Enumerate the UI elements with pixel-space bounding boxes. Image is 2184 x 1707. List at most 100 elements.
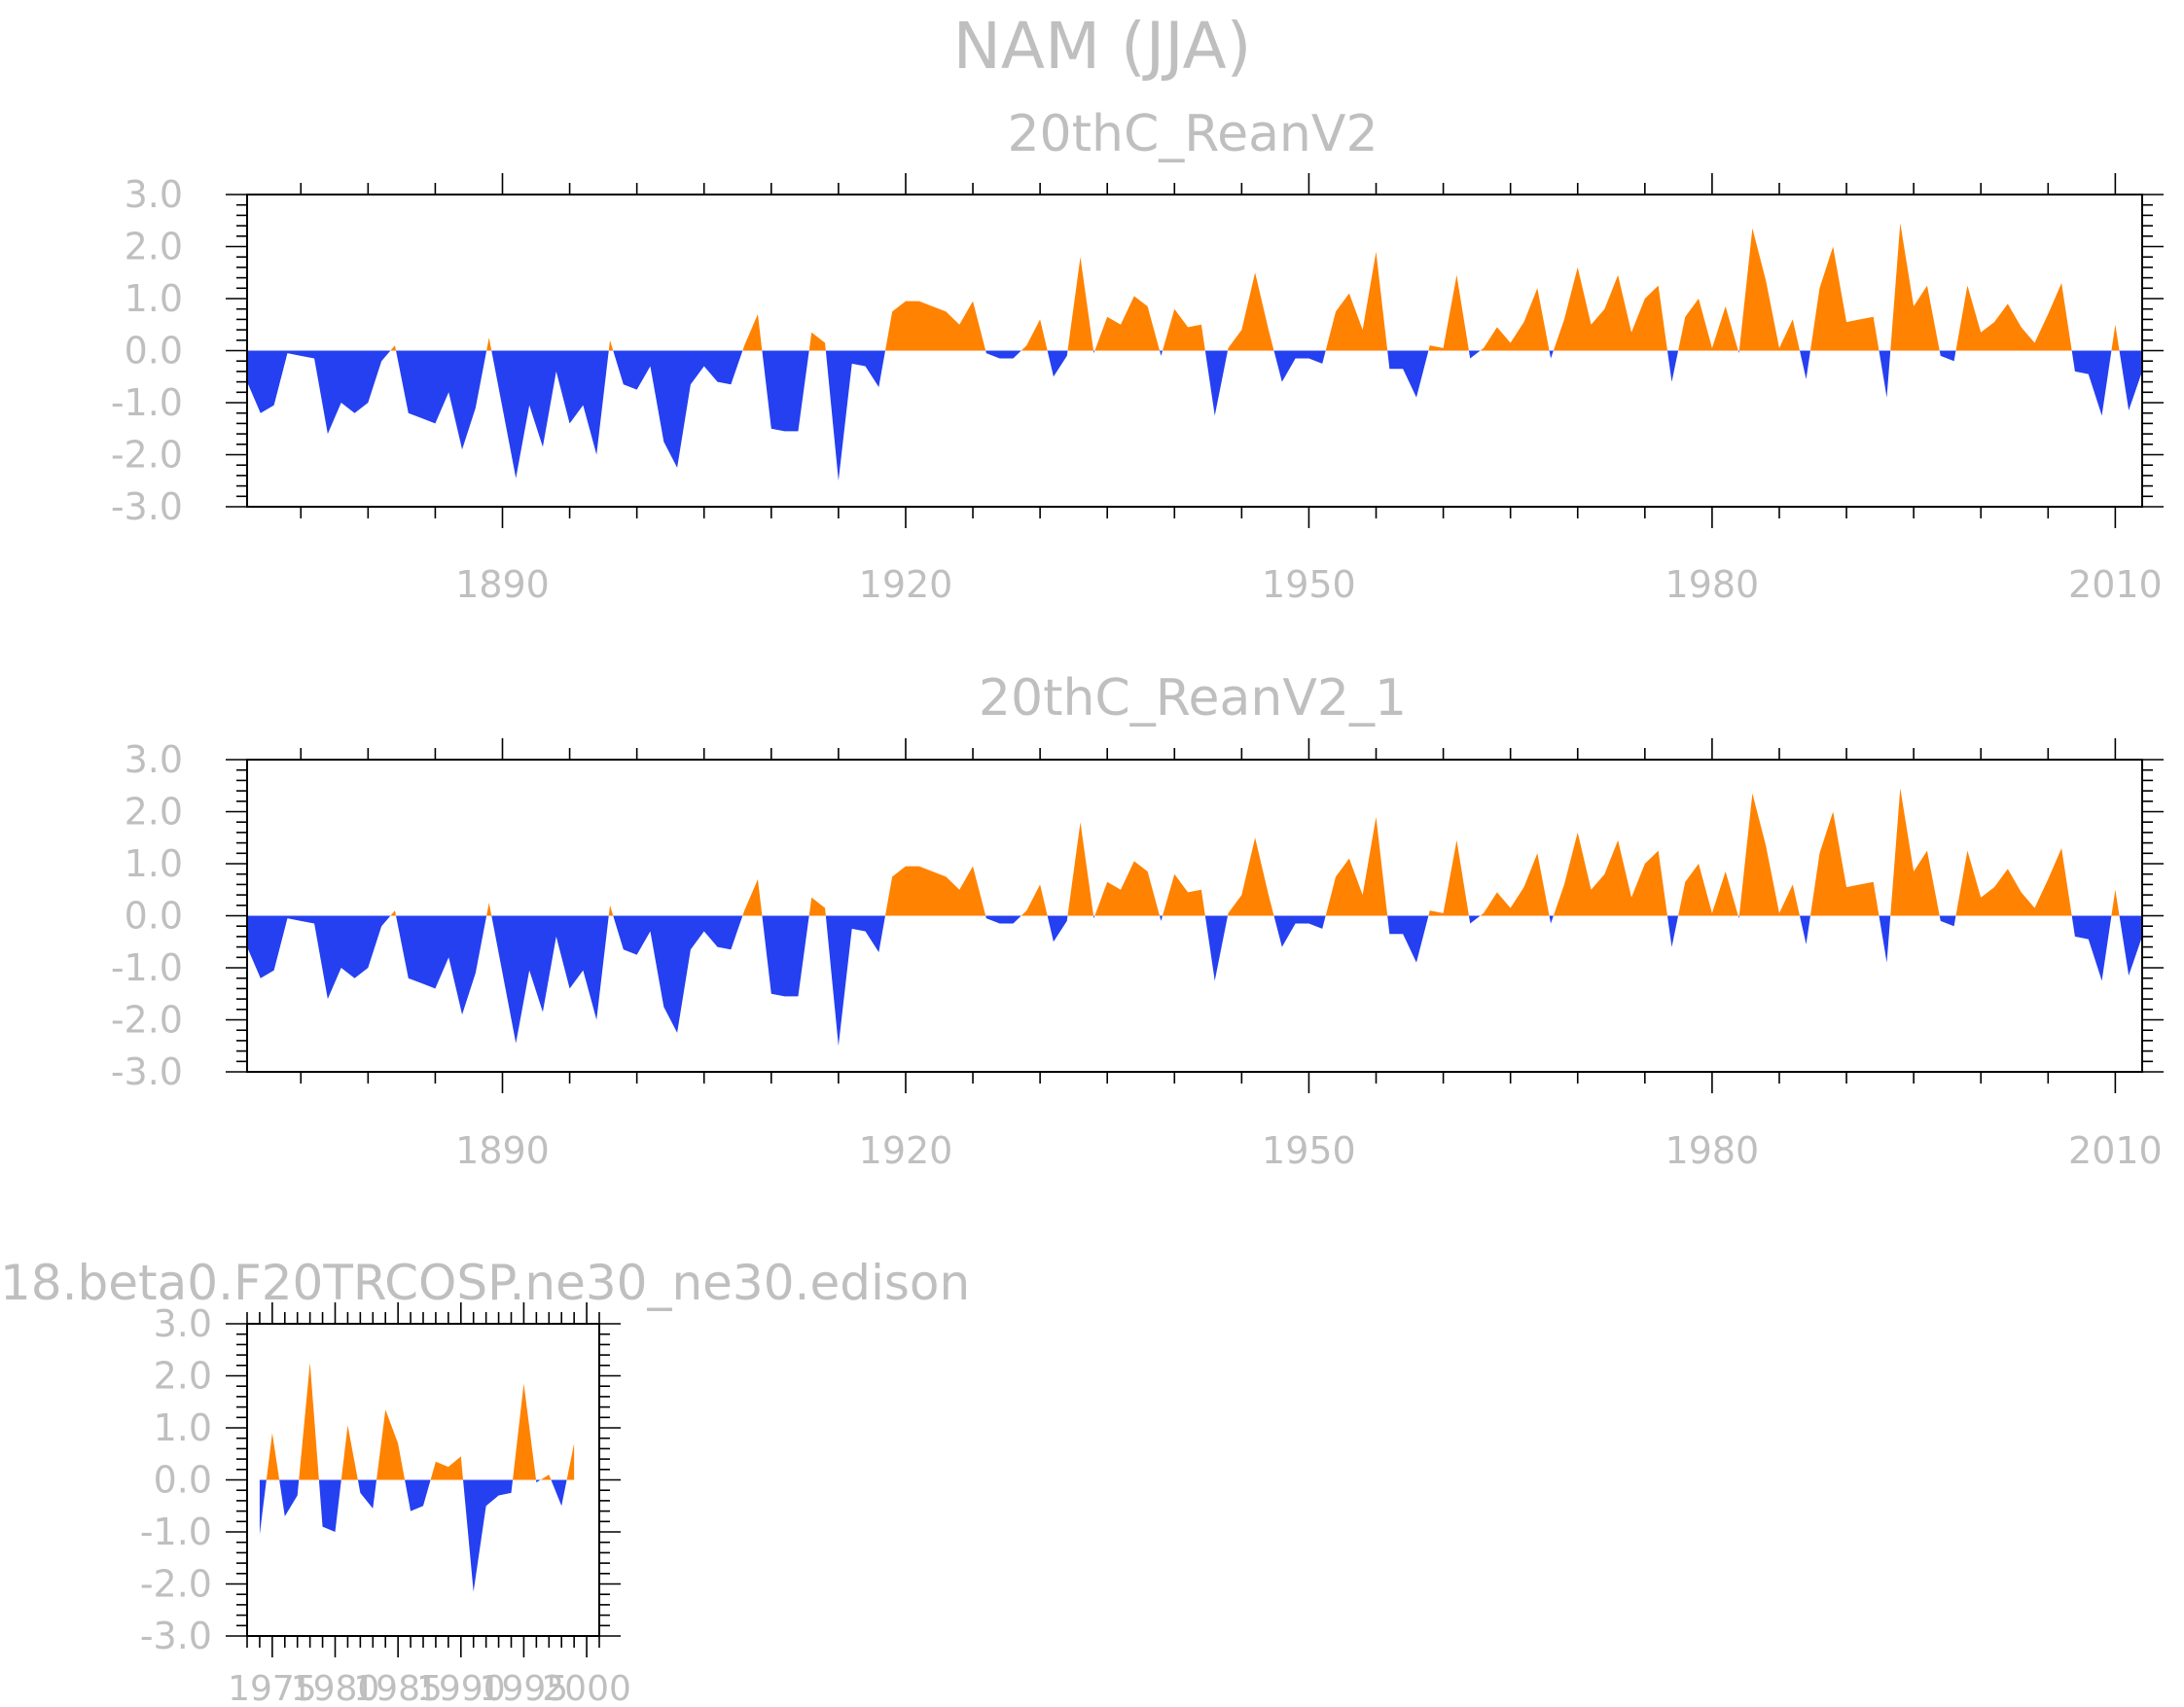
negative-area-segment: [551, 1479, 567, 1507]
negative-area-segment: [259, 1479, 267, 1535]
xtick-label: 1975: [228, 1669, 317, 1707]
positive-area-segment: [1228, 837, 1274, 916]
ytick-label: 1.0: [125, 842, 183, 885]
positive-area-segment: [2111, 889, 2120, 916]
negative-area-segment: [1047, 350, 1068, 377]
panel-3-xtick-labels: 1975 1980 1985 1990 1995 2000: [228, 1669, 631, 1707]
ytick-label: -3.0: [111, 485, 183, 528]
xtick-label: 1980: [291, 1669, 380, 1707]
negative-area-segment: [396, 915, 487, 1015]
panel-3-ticks: [226, 1302, 621, 1657]
xtick-label: 1950: [1262, 1129, 1356, 1172]
positive-area-segment: [513, 1383, 537, 1480]
panel-3: 18.beta0.F20TRCOSP.ne30_ne30.edison 1975…: [0, 1255, 970, 1707]
positive-area-segment: [1480, 288, 1550, 351]
negative-area-segment: [1273, 350, 1326, 382]
positive-area-segment: [486, 338, 492, 351]
panel-1-xtick-labels: 1890 1920 1950 1980 2010: [455, 563, 2163, 606]
panel-1: 20thC_ReanV2 1890 1920 1950 1980 2010 -3…: [111, 105, 2164, 606]
ytick-label: 2.0: [125, 791, 183, 834]
positive-area-segment: [1020, 884, 1048, 916]
ytick-label: 0.0: [154, 1459, 212, 1502]
positive-area-segment: [1094, 861, 1161, 916]
positive-area-segment: [1228, 272, 1274, 351]
negative-area-segment: [491, 915, 609, 1044]
panel-3-area: [259, 1363, 575, 1592]
panel-1-ticks: [226, 173, 2164, 528]
ytick-label: 2.0: [125, 226, 183, 268]
xtick-label: 1890: [455, 1129, 550, 1172]
negative-area-segment: [1737, 915, 1739, 919]
positive-area-segment: [1809, 811, 1880, 916]
ytick-label: 3.0: [125, 173, 183, 216]
negative-area-segment: [1666, 350, 1679, 382]
ytick-label: 2.0: [154, 1355, 212, 1398]
ytick-label: -2.0: [140, 1563, 212, 1606]
positive-area-segment: [1480, 853, 1550, 916]
negative-area-segment: [2071, 915, 2112, 981]
negative-area-segment: [318, 1479, 341, 1532]
negative-area-segment: [1387, 915, 1429, 963]
negative-area-segment: [1800, 915, 1810, 944]
positive-area-segment: [1094, 296, 1161, 351]
positive-area-segment: [885, 866, 986, 916]
positive-area-segment: [390, 345, 397, 351]
xtick-label: 1990: [416, 1669, 506, 1707]
xtick-label: 1995: [480, 1669, 569, 1707]
positive-area-segment: [390, 910, 397, 916]
negative-area-segment: [762, 915, 809, 997]
panel-3-ytick-labels: -3.0 -2.0 -1.0 0.0 1.0 2.0 3.0: [140, 1302, 212, 1657]
ytick-label: 0.0: [125, 330, 183, 373]
negative-area-segment: [1204, 915, 1229, 981]
negative-area-segment: [2071, 350, 2112, 416]
positive-area-segment: [1325, 816, 1388, 916]
panel-2-ytick-labels: -3.0 -2.0 -1.0 0.0 1.0 2.0 3.0: [111, 738, 183, 1093]
ytick-label: 3.0: [125, 738, 183, 781]
ytick-label: 1.0: [125, 277, 183, 320]
positive-area-segment: [1955, 282, 2072, 351]
negative-area-segment: [1549, 915, 1554, 924]
positive-area-segment: [1809, 246, 1880, 351]
xtick-label: 1890: [455, 563, 550, 606]
negative-area-segment: [1273, 915, 1326, 947]
xtick-label: 2000: [542, 1669, 631, 1707]
positive-area-segment: [1890, 788, 1940, 916]
positive-area-segment: [1067, 257, 1094, 351]
negative-area-segment: [463, 1479, 514, 1592]
positive-area-segment: [1738, 793, 1800, 916]
positive-area-segment: [1428, 274, 1469, 351]
xtick-label: 2010: [2068, 563, 2163, 606]
positive-area-segment: [1067, 822, 1094, 916]
ytick-label: -1.0: [111, 946, 183, 989]
positive-area-segment: [266, 1433, 280, 1480]
negative-area-segment: [1160, 915, 1163, 921]
negative-area-segment: [1468, 350, 1481, 359]
negative-area-segment: [985, 350, 1021, 359]
negative-area-segment: [613, 350, 743, 468]
positive-area-segment: [340, 1425, 358, 1480]
negative-area-segment: [279, 1479, 300, 1516]
xtick-label: 1980: [1665, 1129, 1760, 1172]
xtick-label: 1920: [859, 1129, 953, 1172]
negative-area-segment: [1737, 350, 1739, 354]
positive-area-segment: [742, 314, 763, 351]
ytick-label: -2.0: [111, 434, 183, 477]
negative-area-segment: [2119, 350, 2142, 411]
positive-area-segment: [1678, 299, 1738, 351]
positive-area-segment: [1020, 319, 1048, 351]
xtick-label: 1950: [1262, 563, 1356, 606]
xtick-label: 1920: [859, 563, 953, 606]
negative-area-segment: [1204, 350, 1229, 416]
positive-area-segment: [566, 1443, 575, 1480]
negative-area-segment: [1666, 915, 1679, 947]
positive-area-segment: [540, 1475, 552, 1480]
negative-area-segment: [825, 915, 885, 1047]
ytick-label: -2.0: [111, 999, 183, 1042]
negative-area-segment: [1879, 915, 1891, 963]
negative-area-segment: [1047, 915, 1068, 942]
positive-area-segment: [1890, 223, 1940, 351]
positive-area-segment: [1678, 864, 1738, 916]
negative-area-segment: [825, 350, 885, 481]
ytick-label: 0.0: [125, 895, 183, 938]
